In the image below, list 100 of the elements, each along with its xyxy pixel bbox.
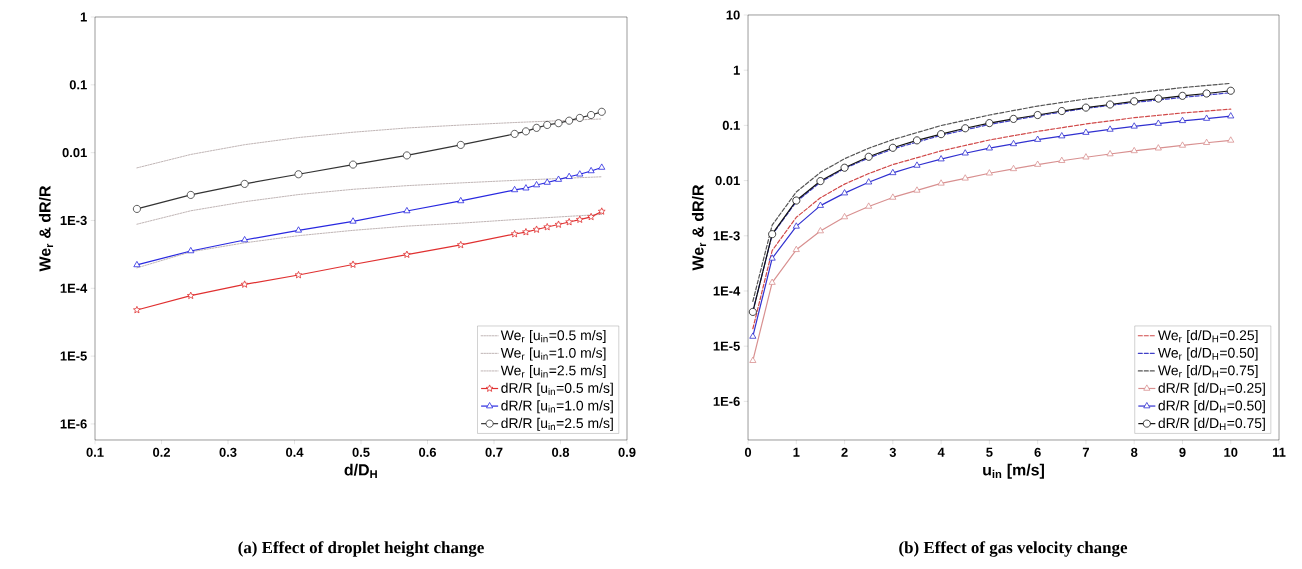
point: [985, 119, 994, 128]
point: [1227, 112, 1235, 119]
point: [403, 207, 411, 214]
point: [1010, 139, 1018, 147]
point: [241, 236, 249, 243]
x-tick-label: 2: [841, 447, 848, 457]
point: [522, 184, 530, 191]
point: [1034, 160, 1042, 167]
point: [1106, 150, 1114, 157]
point: [186, 190, 195, 199]
legend-label: We$_{r}$ [u$_{in}$=1.0 m/s]: [500, 347, 606, 361]
point: [985, 144, 993, 151]
legend-label: We$_{r}$ [u$_{in}$=0.5 m/s]: [500, 329, 606, 343]
point: [565, 116, 574, 125]
point: [565, 218, 573, 226]
text: (a) Effect of droplet height change: [238, 541, 484, 557]
point: [187, 246, 195, 254]
point: [1154, 144, 1162, 151]
legend-label: We$_{r}$ [d/D$_{H}$=0.25]: [1157, 329, 1258, 343]
y-tick-label: 1E-3: [60, 215, 87, 226]
x-tick-label: 8: [1131, 447, 1138, 457]
point: [532, 123, 541, 132]
point: [521, 127, 530, 136]
point: [912, 136, 921, 145]
point: [1203, 138, 1211, 145]
point: [865, 178, 873, 185]
point: [792, 196, 801, 205]
point: [457, 196, 465, 204]
x-tick-label: 0.4: [286, 447, 304, 457]
point: [768, 278, 776, 285]
point: [1010, 164, 1018, 172]
point: [597, 207, 606, 215]
point: [864, 152, 873, 161]
point: [792, 245, 800, 252]
point: [816, 177, 825, 186]
x-tick-label: 4: [937, 447, 945, 457]
x-tick-label: 10: [1224, 447, 1238, 457]
point: [349, 160, 358, 169]
y-tick-label: 1: [80, 12, 87, 22]
point: [1154, 119, 1162, 126]
point: [510, 230, 519, 238]
point: [294, 170, 303, 179]
x-axis-title: d/D$_{H}$: [344, 463, 377, 478]
y-tick-label: 10: [726, 10, 740, 20]
point: [597, 107, 606, 116]
point: [961, 124, 970, 133]
point: [1058, 132, 1066, 139]
point: [575, 215, 584, 223]
legend-label: dR/R [u$_{in}$=0.5 m/s]: [501, 382, 613, 396]
y-tick-label: 1E-6: [713, 396, 740, 406]
point: [532, 225, 541, 233]
point: [533, 181, 541, 188]
x-tick-label: 0.5: [352, 447, 370, 457]
point: [186, 291, 195, 299]
point: [587, 212, 595, 221]
legend-label: We$_{r}$ [d/D$_{H}$=0.75]: [1157, 365, 1258, 379]
x-tick-label: 0.3: [219, 447, 237, 457]
x-tick-label: 0.6: [419, 447, 437, 457]
point: [1178, 141, 1186, 148]
point: [133, 260, 141, 268]
point: [1226, 86, 1235, 95]
point: [598, 163, 606, 170]
legend-label: dR/R [d/D$_{H}$=0.75]: [1158, 417, 1265, 431]
point: [1130, 97, 1139, 106]
x-tick-label: 0.7: [485, 447, 503, 457]
point: [456, 240, 465, 249]
point: [1082, 153, 1090, 160]
point: [349, 217, 357, 224]
x-tick-label: 3: [889, 447, 896, 457]
line-series: [136, 176, 603, 225]
y-tick-label: 1E-6: [60, 419, 87, 429]
point: [576, 170, 584, 177]
point: [295, 226, 303, 233]
y-tick-label: 1E-5: [713, 341, 740, 351]
point: [1202, 89, 1211, 98]
y-axis-title: We$_{r}$ & dR/R: [38, 185, 54, 272]
point: [522, 228, 530, 236]
point: [961, 149, 969, 156]
y-tick-label: 1E-4: [713, 286, 741, 296]
point: [889, 193, 897, 200]
point: [402, 151, 411, 160]
point: [840, 163, 849, 172]
point: [133, 305, 141, 314]
point: [1009, 114, 1018, 123]
y-tick-label: 1: [733, 65, 740, 75]
point: [865, 202, 873, 209]
point: [554, 119, 563, 128]
point: [403, 250, 411, 258]
y-tick-label: 1E-4: [60, 283, 88, 293]
point: [240, 179, 249, 188]
y-axis-title: We$_{r}$ & dR/R: [691, 184, 707, 271]
point: [554, 220, 563, 228]
point: [888, 143, 897, 152]
x-tick-label: 5: [986, 447, 993, 457]
point: [456, 140, 465, 149]
point: [841, 189, 849, 196]
legend-label: dR/R [d/D$_{H}$=0.25]: [1158, 382, 1265, 396]
point: [1178, 91, 1187, 100]
x-tick-label: 0.1: [86, 447, 104, 457]
point: [913, 161, 921, 168]
